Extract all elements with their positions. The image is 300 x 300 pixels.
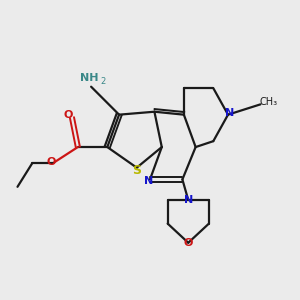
Text: NH: NH <box>80 74 98 83</box>
Text: N: N <box>144 176 153 186</box>
Text: N: N <box>184 195 193 205</box>
Text: O: O <box>184 238 193 248</box>
Text: N: N <box>225 108 234 118</box>
Text: O: O <box>64 110 73 120</box>
Text: 2: 2 <box>101 77 106 86</box>
Text: CH₃: CH₃ <box>260 97 278 107</box>
Text: O: O <box>47 157 56 167</box>
Text: S: S <box>132 164 141 176</box>
